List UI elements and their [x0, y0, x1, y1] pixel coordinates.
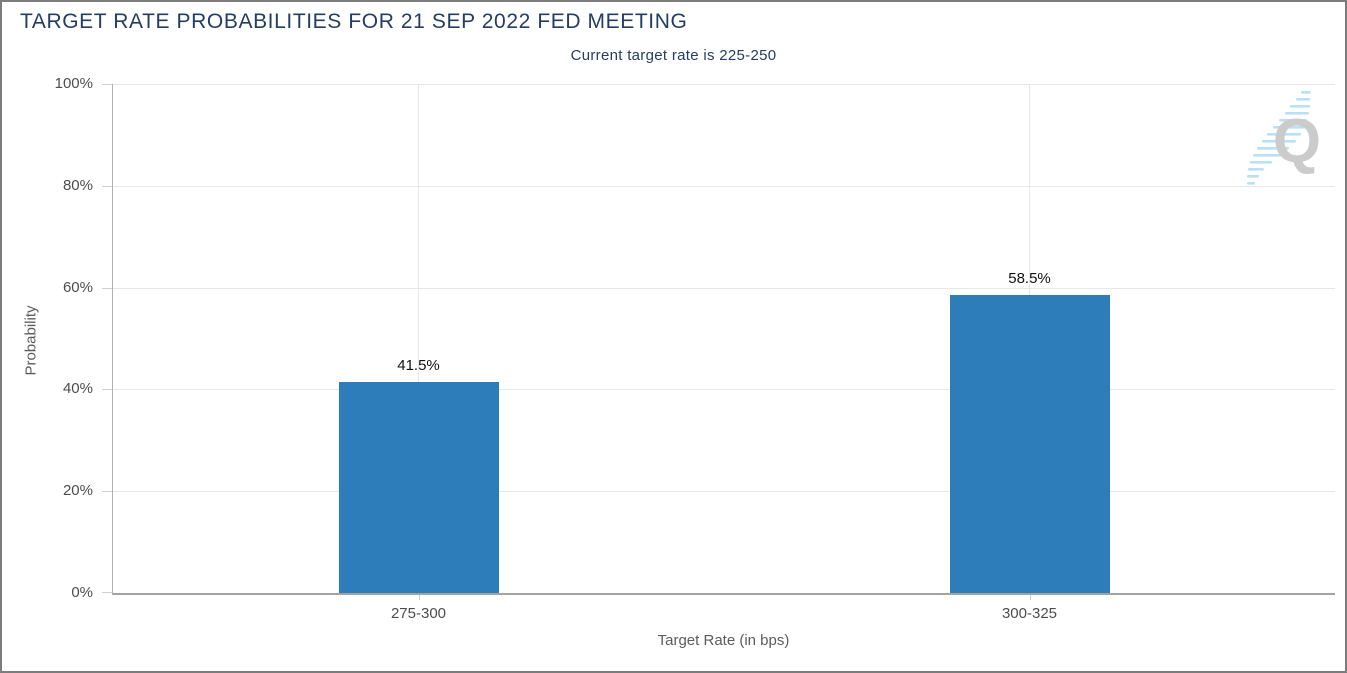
y-axis-tick: [102, 389, 112, 391]
y-axis-tick-label: 40%: [62, 380, 93, 398]
x-axis-tick-label: 275-300: [390, 605, 447, 622]
gridline-h-20: [113, 491, 1335, 493]
bar-value-label: 58.5%: [1008, 270, 1051, 288]
watermark-q-letter: Q: [1273, 107, 1321, 176]
bar-275-300[interactable]: [338, 381, 499, 593]
gridline-h-60: [113, 287, 1335, 289]
y-axis-tick: [102, 287, 112, 289]
y-axis-tick: [102, 491, 112, 493]
y-axis-tick-label: 60%: [62, 278, 93, 296]
x-axis-tick: [418, 595, 420, 600]
y-axis-tick-label: 0%: [71, 584, 93, 601]
x-axis-title: Target Rate (in bps): [657, 632, 790, 649]
bar-value-label: 41.5%: [397, 356, 440, 374]
x-axis-tick-label: 300-325: [1001, 605, 1058, 622]
y-axis-tick: [102, 185, 112, 187]
plot-area: Q 0% 20% 40% 60% 80% 100% 41.5% 275-300 58.5% 300…: [55, 75, 1335, 622]
y-axis-tick: [102, 84, 112, 85]
x-axis-tick: [1029, 595, 1031, 600]
y-axis-tick-label: 20%: [62, 482, 93, 500]
gridline-v-275-300: [418, 84, 419, 593]
watermark-slash-icon: [1247, 91, 1311, 185]
chart-title: TARGET RATE PROBABILITIES FOR 21 SEP 202…: [20, 10, 688, 33]
gridline-h-100: [113, 84, 1335, 85]
y-axis-title: Probability: [22, 305, 40, 376]
y-axis-tick-label: 100%: [54, 75, 93, 92]
gridline-h-40: [113, 389, 1335, 391]
chart-subtitle: Current target rate is 225-250: [570, 47, 777, 64]
y-axis-tick: [102, 592, 112, 593]
y-axis-tick-label: 80%: [62, 176, 93, 194]
gridline-h-80: [113, 185, 1335, 187]
bar-300-325[interactable]: [949, 295, 1110, 593]
quandl-watermark-logo: Q: [1247, 91, 1321, 185]
